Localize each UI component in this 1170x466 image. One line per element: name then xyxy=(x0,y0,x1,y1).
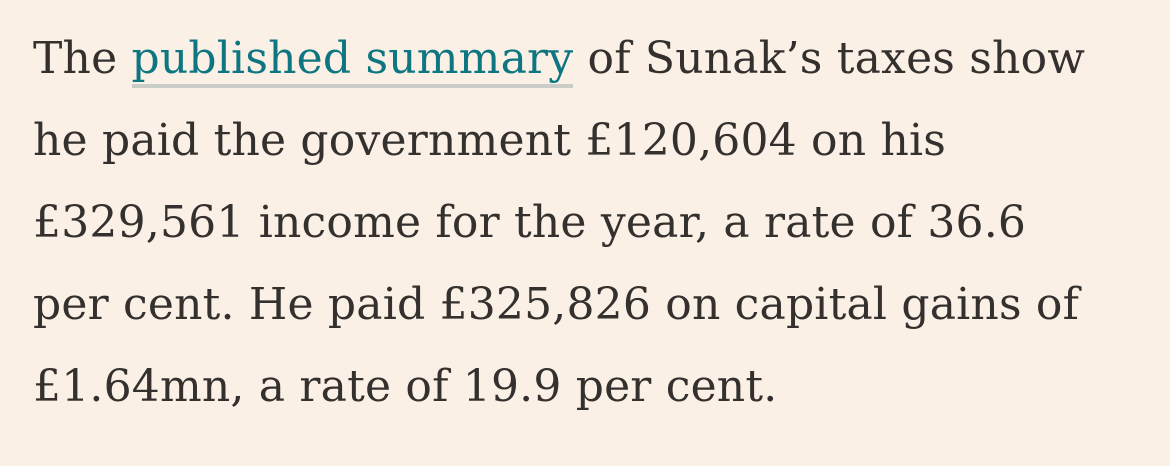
paragraph-line-1: The published summary of Sunak’s taxes s… xyxy=(33,18,1153,100)
published-summary-link[interactable]: published summary xyxy=(131,33,574,88)
paragraph-line-4: per cent. He paid £325,826 on capital ga… xyxy=(33,279,1080,330)
paragraph-line-5: £1.64mn, a rate of 19.9 per cent. xyxy=(33,361,778,412)
line-1-text-after-link: of Sunak’s taxes show xyxy=(573,33,1086,84)
article-paragraph: The published summary of Sunak’s taxes s… xyxy=(33,18,1153,428)
paragraph-line-3: £329,561 income for the year, a rate of … xyxy=(33,197,1027,248)
line-1-text-before-link: The xyxy=(33,33,132,84)
paragraph-line-2: he paid the government £120,604 on his xyxy=(33,115,947,166)
article-body: The published summary of Sunak’s taxes s… xyxy=(33,18,1153,428)
